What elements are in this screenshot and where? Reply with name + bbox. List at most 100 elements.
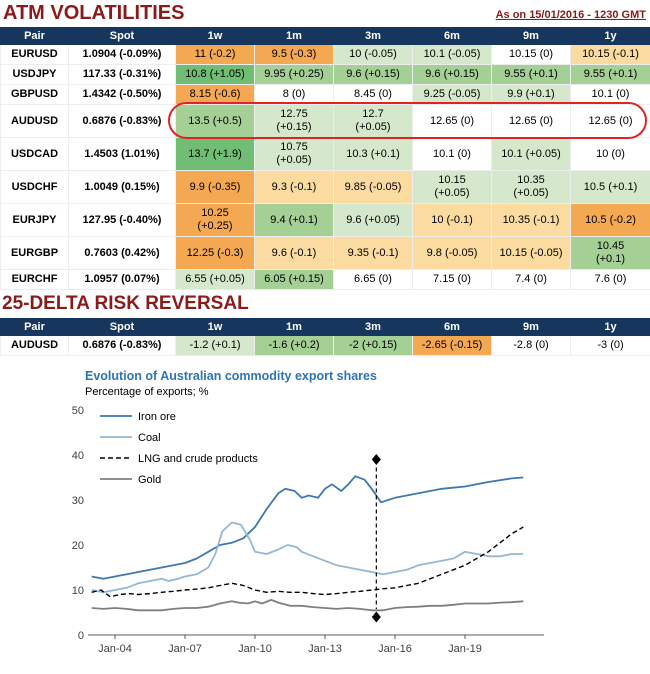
series-line-gold: [91, 598, 524, 612]
vol-cell: 10 (-0.05): [333, 44, 413, 65]
svg-text:Jan-19: Jan-19: [448, 643, 482, 655]
svg-text:30: 30: [72, 495, 84, 507]
atm-section-header: ATM VOLATILITIES As on 15/01/2016 - 1230…: [0, 0, 650, 27]
vol-cell: 10.1 (-0.05): [412, 44, 492, 65]
pair-cell: USDCHF: [0, 170, 69, 204]
column-header-1w: 1w: [175, 27, 255, 45]
svg-text:Coal: Coal: [138, 432, 161, 444]
pair-cell: USDJPY: [0, 64, 69, 85]
column-header-pair: Pair: [0, 317, 69, 336]
diamond-marker: [371, 611, 381, 623]
vol-cell: 9.35 (-0.1): [333, 236, 413, 270]
svg-text:10: 10: [72, 585, 84, 597]
column-header-9m: 9m: [491, 317, 571, 336]
vol-cell: -1.6 (+0.2): [254, 334, 334, 356]
column-header-1m: 1m: [254, 317, 334, 336]
svg-text:Jan-04: Jan-04: [98, 643, 132, 655]
vol-cell: 10.15 (+0.05): [412, 170, 492, 204]
commodity-export-chart: 0 10 20 30 40 50 Jan-04 Jan-07 Jan-10 Jan-13 Jan-1…: [72, 405, 544, 655]
table-row-eurchf: EURCHF 1.0957 (0.07%) 6.55 (+0.05) 6.05 (+0…: [0, 269, 650, 290]
vol-cell: 13.5 (+0.5): [175, 104, 255, 138]
legend-item: Gold: [100, 474, 161, 486]
spot-cell: 0.7603 (0.42%): [68, 236, 176, 270]
table-row-eurgbp: EURGBP 0.7603 (0.42%) 12.25 (-0.3) 9.6 (-0.…: [0, 236, 650, 270]
vol-cell: 12.75 (+0.15): [254, 104, 334, 138]
column-header-9m: 9m: [491, 27, 571, 45]
vol-cell: 12.65 (0): [412, 104, 492, 138]
pair-cell: AUDUSD: [0, 334, 69, 356]
vol-cell: 13.7 (+1.9): [175, 137, 255, 171]
pair-cell: EURCHF: [0, 269, 69, 290]
vol-cell: 10.5 (-0.2): [570, 203, 650, 237]
pair-cell: EURJPY: [0, 203, 69, 237]
vol-cell: -2.65 (-0.15): [412, 334, 492, 356]
atm-table-wrap: Pair Spot 1w 1m 3m 6m 9m 1y EURUSD 1.0904 (-0.09%…: [0, 27, 650, 290]
chart-title: Evolution of Australian commodity export…: [85, 368, 377, 383]
pair-cell: EURGBP: [0, 236, 69, 270]
spot-cell: 1.4503 (1.01%): [68, 137, 176, 171]
atm-vol-table: Pair Spot 1w 1m 3m 6m 9m 1y EURUSD 1.0904 (-0.09%…: [0, 27, 650, 290]
vol-cell: -2.8 (0): [491, 334, 571, 356]
table-row-audusd: AUDUSD 0.6876 (-0.83%) -1.2 (+0.1) -1.6 (+0…: [0, 334, 650, 356]
svg-text:Jan-07: Jan-07: [168, 643, 202, 655]
vol-cell: 10.25 (+0.25): [175, 203, 255, 237]
vol-cell: 9.9 (+0.1): [491, 84, 571, 105]
vol-cell: 9.25 (-0.05): [412, 84, 492, 105]
vol-cell: 10.5 (+0.1): [570, 170, 650, 204]
vol-cell: 10.75 (+0.05): [254, 137, 334, 171]
vol-cell: 10.15 (-0.1): [570, 44, 650, 65]
vol-cell: 7.4 (0): [491, 269, 571, 290]
table-row-gbpusd: GBPUSD 1.4342 (-0.50%) 8.15 (-0.6) 8 (0) 8.4…: [0, 84, 650, 105]
vol-cell: 12.7 (+0.05): [333, 104, 413, 138]
spot-cell: 1.0049 (0.15%): [68, 170, 176, 204]
vol-cell: 8.15 (-0.6): [175, 84, 255, 105]
vol-cell: -2 (+0.15): [333, 334, 413, 356]
vol-cell: 10.35 (+0.05): [491, 170, 571, 204]
vol-cell: 6.55 (+0.05): [175, 269, 255, 290]
column-header-1w: 1w: [175, 317, 255, 336]
vol-cell: 8.45 (0): [333, 84, 413, 105]
vol-cell: 9.9 (-0.35): [175, 170, 255, 204]
vol-cell: 10 (0): [570, 137, 650, 171]
pair-cell: EURUSD: [0, 44, 69, 65]
spot-cell: 127.95 (-0.40%): [68, 203, 176, 237]
vol-cell: 9.6 (-0.1): [254, 236, 334, 270]
table-row-usdchf: USDCHF 1.0049 (0.15%) 9.9 (-0.35) 9.3 (-0.1…: [0, 170, 650, 204]
column-header-1m: 1m: [254, 27, 334, 45]
vol-cell: 11 (-0.2): [175, 44, 255, 65]
vol-cell: 7.15 (0): [412, 269, 492, 290]
table-row-audusd: AUDUSD 0.6876 (-0.83%) 13.5 (+0.5) 12.75 (+…: [0, 104, 650, 138]
timestamp: As on 15/01/2016 - 1230 GMT: [495, 9, 646, 21]
chart-section: Evolution of Australian commodity export…: [0, 369, 650, 672]
vol-cell: 9.55 (+0.1): [491, 64, 571, 85]
vol-cell: 10.1 (0): [570, 84, 650, 105]
spot-cell: 1.0904 (-0.09%): [68, 44, 176, 65]
vol-cell: 9.85 (-0.05): [333, 170, 413, 204]
risk-reversal-title: 25-DELTA RISK REVERSAL: [2, 293, 249, 314]
chart-subtitle: Percentage of exports; %: [85, 385, 209, 398]
header-row: Pair Spot 1w 1m 3m 6m 9m 1y: [0, 317, 650, 336]
svg-text:Jan-10: Jan-10: [238, 643, 272, 655]
table-row-eurusd: EURUSD 1.0904 (-0.09%) 11 (-0.2) 9.5 (-0.3)…: [0, 44, 650, 65]
vol-cell: 9.6 (+0.05): [333, 203, 413, 237]
column-header-1y: 1y: [570, 27, 650, 45]
vol-cell: 10.1 (0): [412, 137, 492, 171]
legend-item: LNG and crude products: [100, 453, 258, 465]
vol-cell: 7.6 (0): [570, 269, 650, 290]
spot-cell: 117.33 (-0.31%): [68, 64, 176, 85]
svg-text:Iron ore: Iron ore: [138, 411, 176, 423]
vol-cell: 8 (0): [254, 84, 334, 105]
svg-text:20: 20: [72, 540, 84, 552]
table-row-usdcad: USDCAD 1.4503 (1.01%) 13.7 (+1.9) 10.75 (+0…: [0, 137, 650, 171]
vol-cell: 6.05 (+0.15): [254, 269, 334, 290]
y-axis: 0 10 20 30 40 50: [72, 405, 84, 642]
svg-text:Jan-13: Jan-13: [308, 643, 342, 655]
spot-cell: 0.6876 (-0.83%): [68, 334, 176, 356]
vol-cell: 9.4 (+0.1): [254, 203, 334, 237]
series-line-iron-ore: [91, 475, 524, 580]
column-header-3m: 3m: [333, 317, 413, 336]
vol-cell: -3 (0): [570, 334, 650, 356]
vol-cell: 12.65 (0): [570, 104, 650, 138]
table-row-eurjpy: EURJPY 127.95 (-0.40%) 10.25 (+0.25) 9.4 (+…: [0, 203, 650, 237]
